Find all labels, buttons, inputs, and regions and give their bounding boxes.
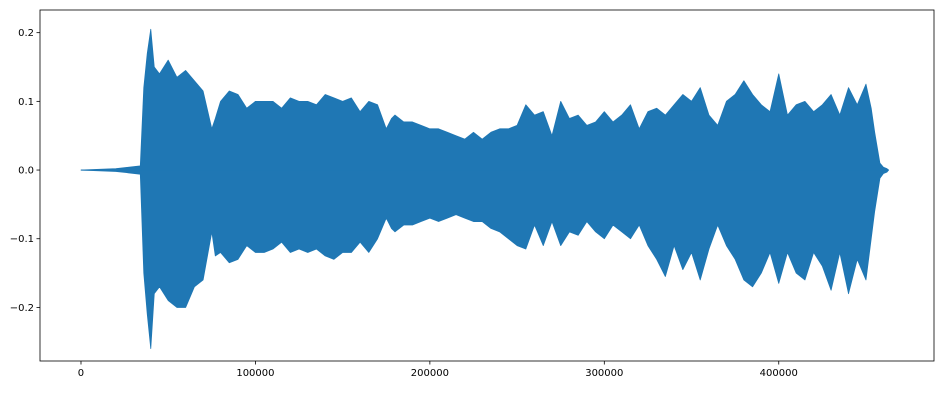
- y-tick-label: 0.0: [18, 166, 34, 177]
- x-tick-label: 0: [78, 368, 84, 379]
- y-tick-label: −0.2: [10, 303, 34, 314]
- x-tick-label: 300000: [585, 368, 623, 379]
- plot-frame: [39, 9, 935, 362]
- y-tick-label: 0.2: [18, 28, 34, 39]
- y-tick-label: 0.1: [18, 97, 34, 108]
- series-layer: [80, 28, 890, 350]
- y-axis-ticks: −0.2 −0.1 0.0 0.1 0.2: [10, 28, 40, 314]
- x-tick-label: 400000: [760, 368, 798, 379]
- x-axis-ticks: 0 100000 200000 300000 400000: [78, 361, 798, 379]
- x-tick-label: 100000: [236, 368, 274, 379]
- x-tick-label: 200000: [411, 368, 449, 379]
- y-tick-label: −0.1: [10, 234, 34, 245]
